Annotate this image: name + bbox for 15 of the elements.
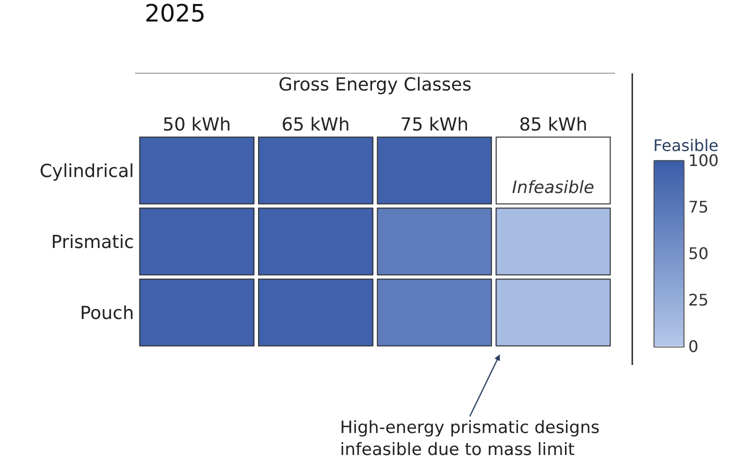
x-axis-title: Gross Energy Classes [278,74,472,96]
y-tick-label: Cylindrical [40,160,134,182]
color-bar-label: 50 [688,244,709,264]
color-bar-label: 0 [688,337,698,356]
chart-title: 2025 [144,0,206,28]
x-tick-label: 50 kWh [162,114,231,136]
text: High-energy prismatic designs infeasible due to mass limit [340,418,600,458]
y-tick-label: Pouch [80,302,134,324]
text: Infeasible [512,178,594,198]
x-tick-label: 85 kWh [519,114,588,136]
x-tick-label: 75 kWh [400,114,469,136]
color-bar-label: 25 [688,290,709,310]
color-bar-label: 75 [688,198,709,217]
x-tick-label: 65 kWh [281,114,350,136]
y-tick-label: Prismatic [51,232,134,253]
